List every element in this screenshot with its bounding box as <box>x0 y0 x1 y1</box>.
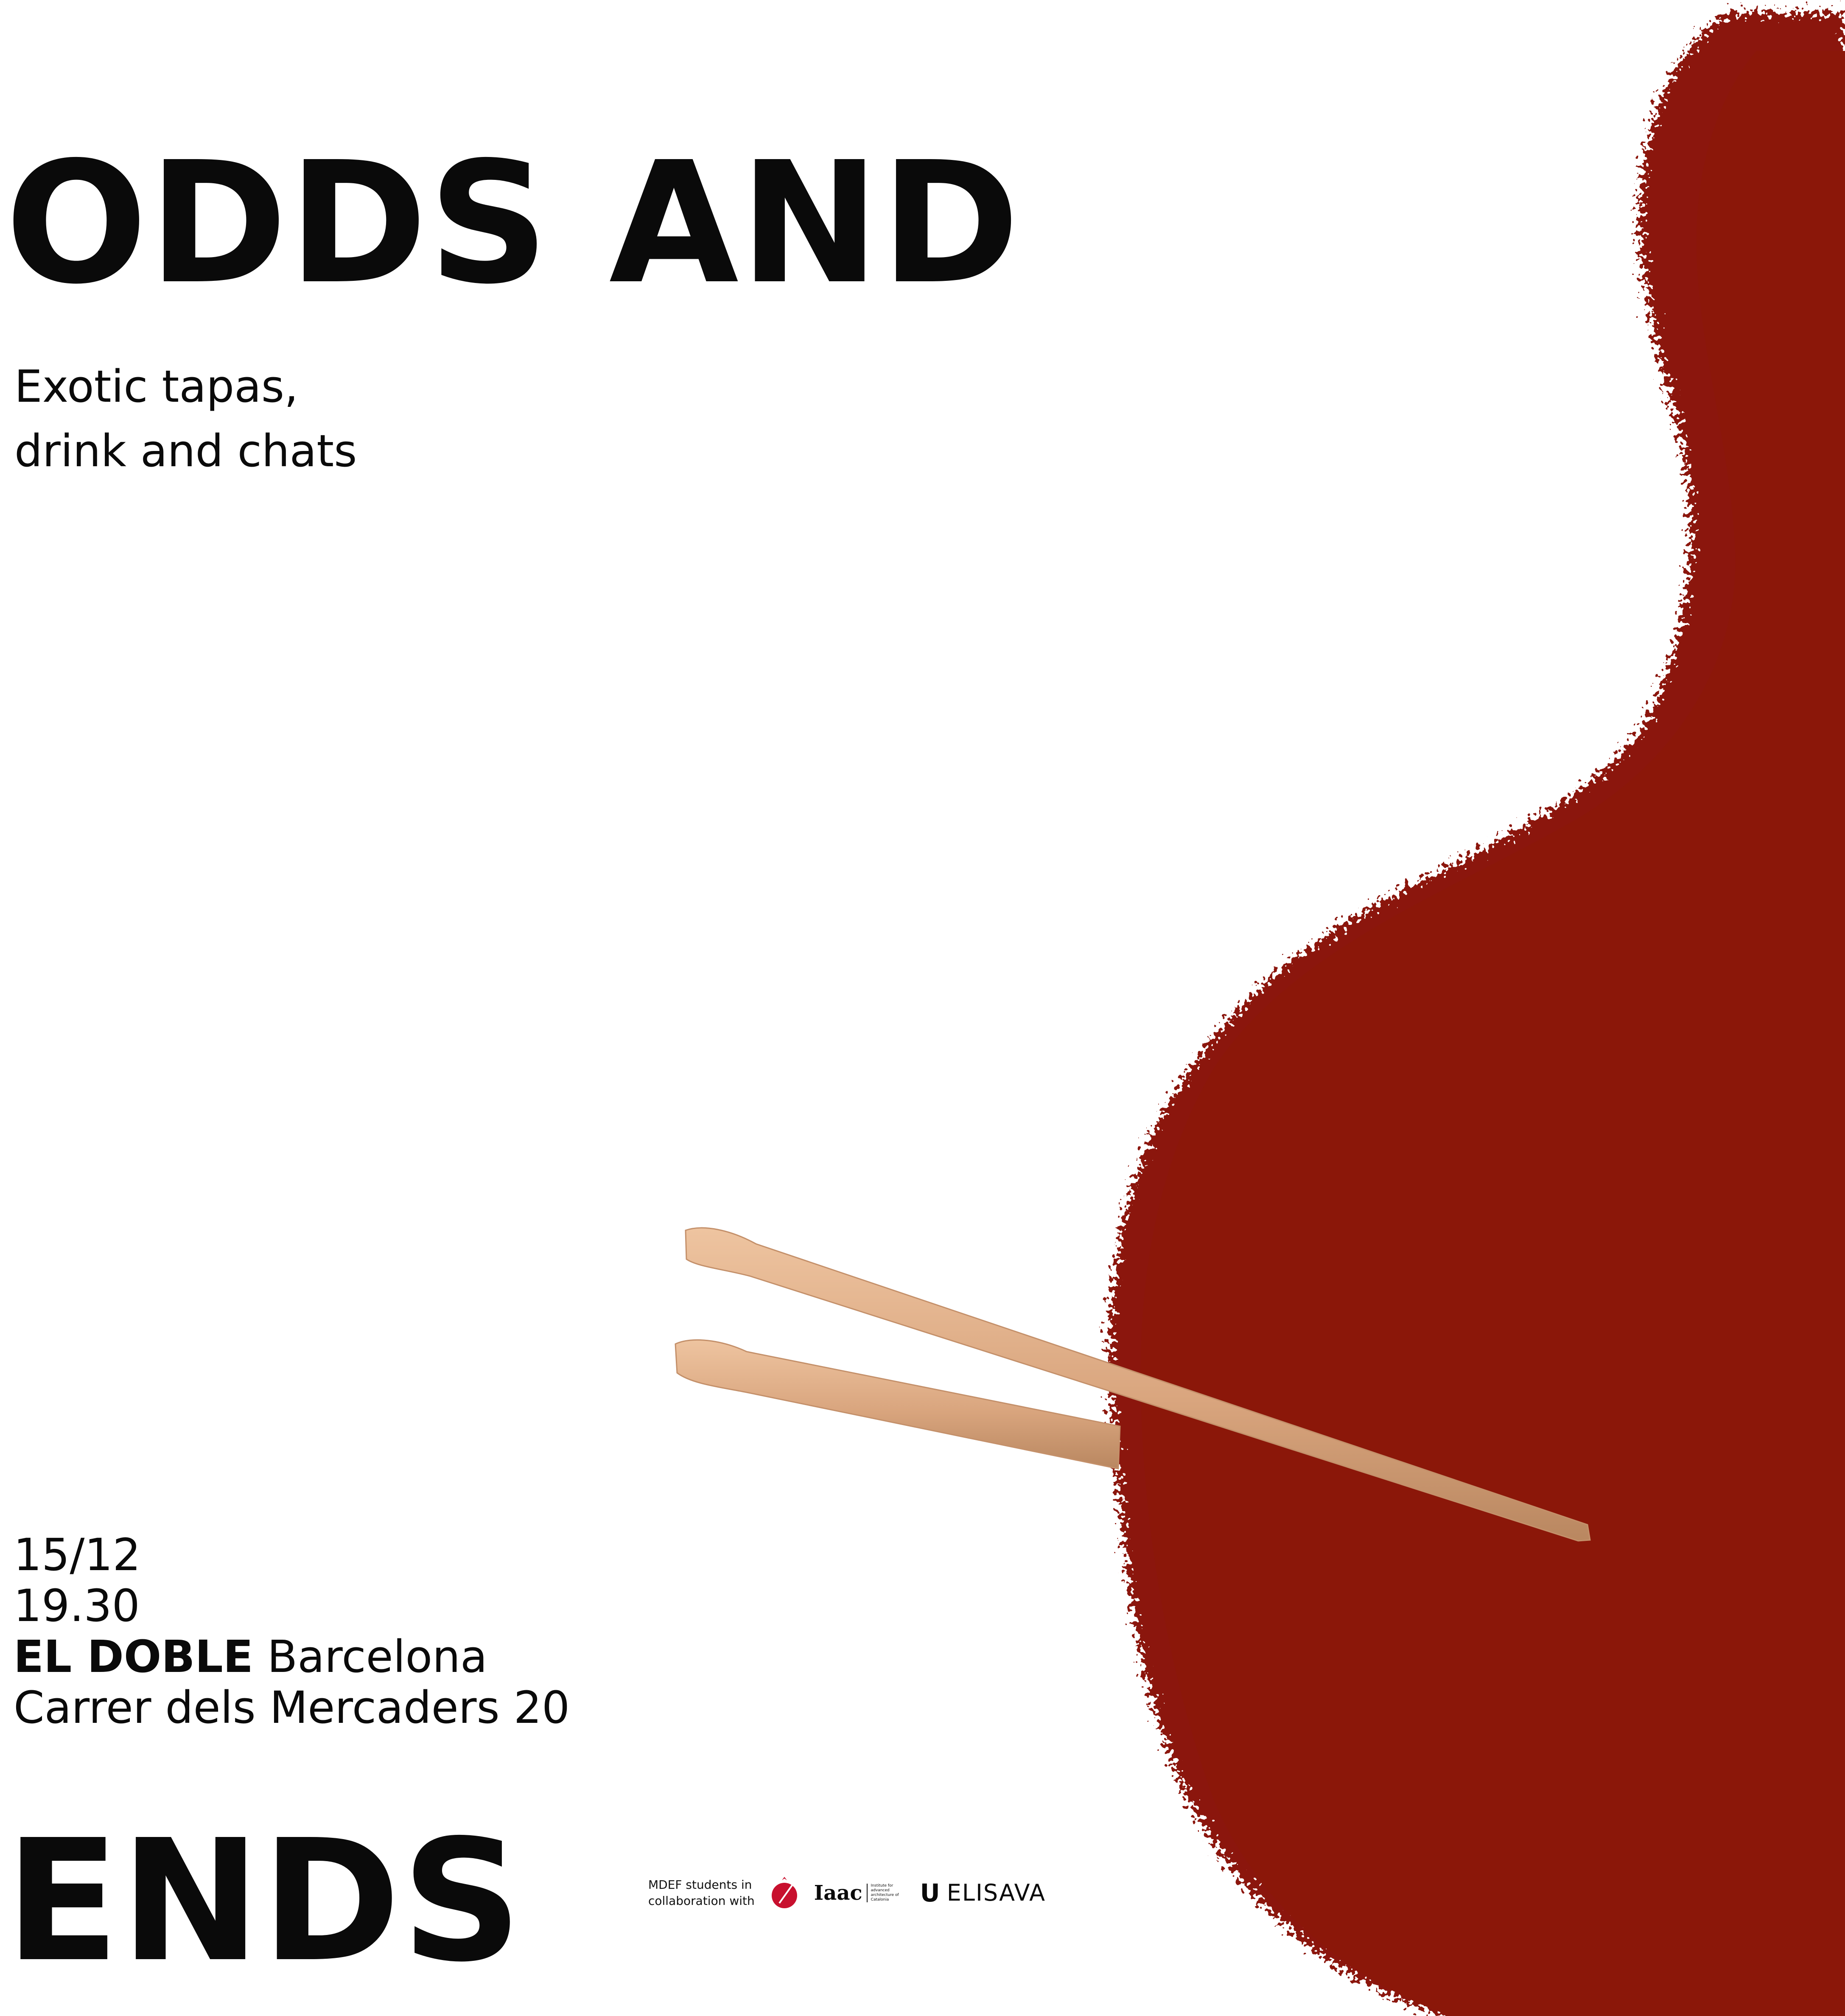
chopstick-upper <box>685 1227 1591 1542</box>
event-time: 19.30 <box>14 1580 140 1632</box>
elisava-logo-mark: U <box>920 1879 940 1907</box>
chopsticks-icon <box>675 1227 1591 1542</box>
chopstick-lower <box>675 1339 1121 1470</box>
iaac-logo-subtext: Institute for advanced architecture of C… <box>866 1884 907 1902</box>
red-pin-logo-icon <box>771 1877 797 1908</box>
event-details: 15/12 19.30 EL DOBLE Barcelona Carrer de… <box>14 1529 570 1733</box>
iaac-logo-text: Iaac <box>814 1881 862 1905</box>
title-line-1: ODDS AND <box>5 126 1021 321</box>
elisava-logo-text: ELISAVA <box>946 1879 1046 1906</box>
elisava-logo-icon: U ELISAVA <box>920 1881 1046 1905</box>
iaac-logo-icon: Iaac Institute for advanced architecture… <box>814 1881 907 1905</box>
sauce-core-shape <box>1140 51 1845 2016</box>
tagline-line-2: drink and chats <box>14 425 357 477</box>
credits-bar: MDEF students in collaboration with Iaac… <box>648 1876 1046 1910</box>
event-date: 15/12 <box>14 1529 141 1581</box>
event-address: Carrer dels Mercaders 20 <box>14 1682 570 1733</box>
title-line-2: ENDS <box>5 1804 523 1999</box>
venue-name: EL DOBLE <box>14 1631 253 1683</box>
event-venue: EL DOBLE Barcelona <box>14 1631 570 1682</box>
credits-text: MDEF students in collaboration with <box>648 1877 755 1909</box>
venue-city: Barcelona <box>267 1631 487 1683</box>
tagline-line-1: Exotic tapas, <box>14 361 299 412</box>
tagline: Exotic tapas, drink and chats <box>14 354 357 483</box>
credits-line-2: collaboration with <box>648 1894 755 1908</box>
credits-line-1: MDEF students in <box>648 1878 752 1892</box>
